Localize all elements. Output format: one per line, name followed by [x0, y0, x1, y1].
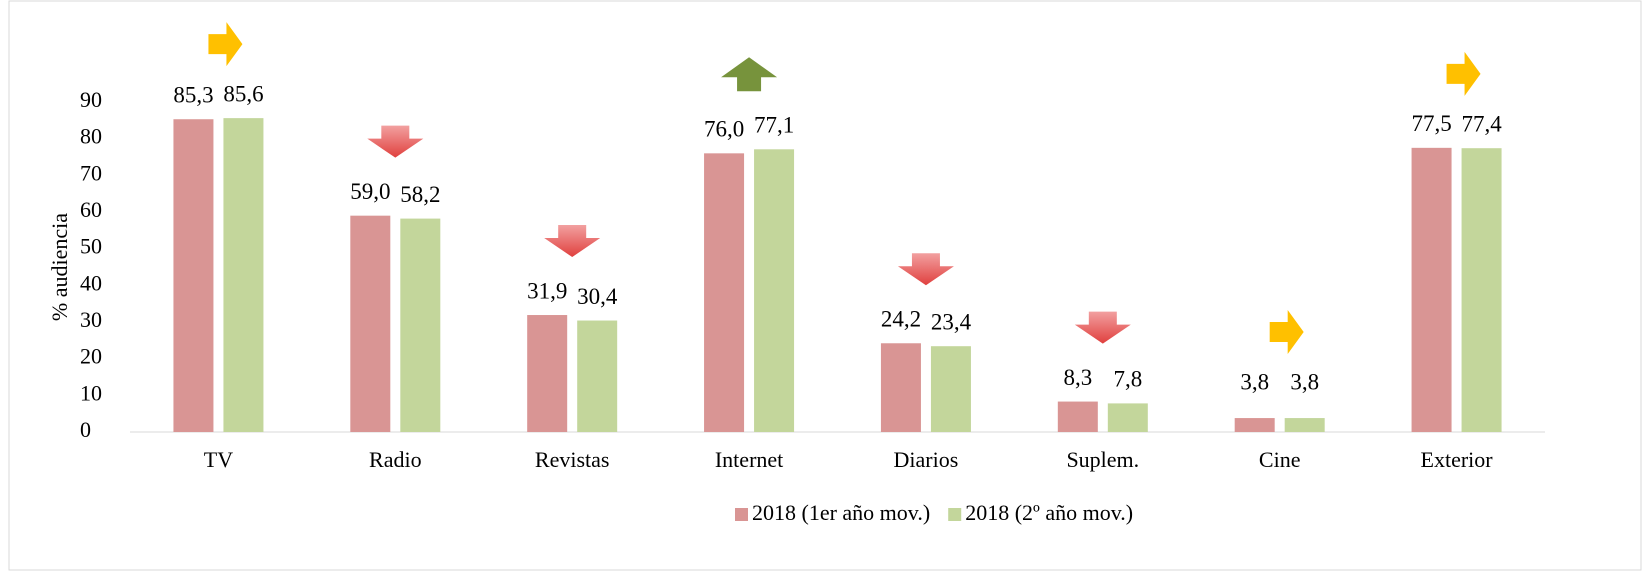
- x-tick-label: Diarios: [894, 447, 959, 472]
- bar: [350, 215, 391, 432]
- y-tick-label: 0: [80, 417, 91, 442]
- y-axis-label: % audiencia: [47, 213, 72, 321]
- value-label: 85,6: [223, 81, 263, 106]
- value-label: 59,0: [350, 179, 390, 204]
- x-tick-label: Cine: [1259, 447, 1301, 472]
- bar: [400, 218, 441, 432]
- bar: [930, 346, 971, 432]
- value-label: 76,0: [704, 117, 744, 142]
- trend-arrow: [897, 253, 954, 286]
- bar: [577, 320, 618, 432]
- value-label: 24,2: [881, 307, 921, 332]
- legend-swatch: [948, 508, 962, 521]
- bar: [1461, 148, 1502, 432]
- value-label: 7,8: [1113, 367, 1142, 392]
- chart-frame: [8, 0, 1642, 571]
- y-tick-label: 20: [80, 344, 102, 369]
- value-label: 77,1: [754, 113, 794, 138]
- value-label: 77,5: [1411, 111, 1451, 136]
- value-label: 23,4: [931, 309, 972, 334]
- trend-arrow: [1074, 311, 1131, 344]
- x-tick-label: Suplem.: [1066, 447, 1139, 472]
- y-tick-label: 50: [80, 234, 102, 259]
- bar: [1284, 418, 1325, 432]
- bar: [704, 153, 745, 433]
- value-label: 8,3: [1063, 365, 1092, 390]
- trend-arrow: [1446, 51, 1481, 96]
- value-label: 77,4: [1461, 111, 1502, 136]
- x-tick-label: Internet: [715, 447, 783, 472]
- y-tick-label: 80: [80, 124, 102, 149]
- y-tick-label: 40: [80, 270, 102, 295]
- y-tick-label: 30: [80, 307, 102, 332]
- value-label: 85,3: [173, 83, 213, 108]
- bar: [173, 119, 214, 432]
- legend-label: 2018 (2º año mov.): [965, 500, 1133, 525]
- trend-arrow: [1269, 310, 1304, 354]
- value-label: 31,9: [527, 278, 567, 303]
- bar: [1234, 418, 1275, 432]
- x-tick-label: TV: [204, 447, 233, 472]
- bar: [1411, 147, 1452, 433]
- bar: [880, 343, 921, 432]
- y-tick-label: 10: [80, 380, 102, 405]
- value-label: 58,2: [400, 182, 440, 207]
- y-tick-label: 60: [80, 197, 102, 222]
- bar: [1107, 403, 1148, 432]
- trend-arrow: [544, 225, 601, 258]
- x-tick-label: Exterior: [1421, 447, 1494, 472]
- value-label: 30,4: [577, 284, 618, 309]
- y-tick-label: 90: [80, 87, 102, 112]
- bar: [223, 118, 264, 432]
- legend-swatch: [735, 508, 748, 521]
- trend-arrow: [721, 57, 778, 92]
- x-tick-label: Revistas: [535, 447, 610, 472]
- value-label: 3,8: [1240, 369, 1269, 394]
- y-tick-label: 70: [80, 160, 102, 185]
- bar: [1057, 401, 1098, 432]
- legend-label: 2018 (1er año mov.): [752, 500, 930, 525]
- bar: [754, 149, 795, 433]
- bar: [527, 315, 568, 432]
- value-label: 3,8: [1290, 369, 1319, 394]
- x-tick-label: Radio: [369, 447, 422, 472]
- trend-arrow: [208, 22, 243, 67]
- trend-arrow: [367, 125, 424, 158]
